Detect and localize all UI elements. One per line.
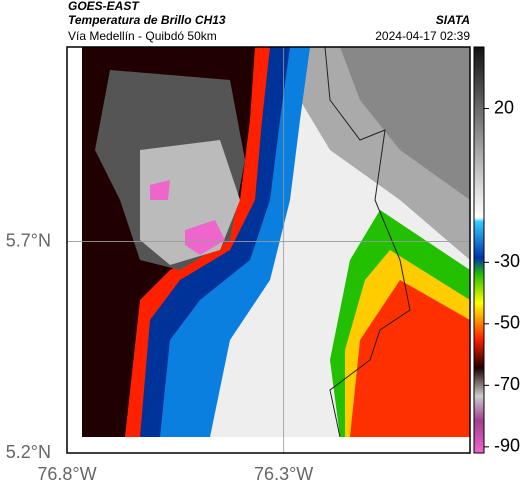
x-tick-label: 76.3°W xyxy=(254,464,313,484)
title: GOES-EAST xyxy=(68,0,140,13)
colorbar-tick-label: -90 xyxy=(494,436,520,456)
satellite-image xyxy=(82,47,470,437)
source: SIATA xyxy=(436,13,470,27)
colorbar-tick-label: -70 xyxy=(494,374,520,394)
y-tick-label: 5.7°N xyxy=(6,230,51,250)
x-tick-label: 76.8°W xyxy=(37,464,96,484)
map-frame xyxy=(66,46,471,454)
timestamp: 2024-04-17 02:39 xyxy=(375,29,470,43)
y-tick-label: 5.2°N xyxy=(6,442,51,462)
colorbar-tick-label: 20 xyxy=(494,97,514,117)
colorbar xyxy=(473,46,485,454)
colorbar-tick-label: -50 xyxy=(494,313,520,333)
subtitle: Temperatura de Brillo CH13 xyxy=(68,13,226,27)
route: Vía Medellín - Quibdó 50km xyxy=(68,29,217,43)
colorbar-tick-label: -30 xyxy=(494,251,520,271)
